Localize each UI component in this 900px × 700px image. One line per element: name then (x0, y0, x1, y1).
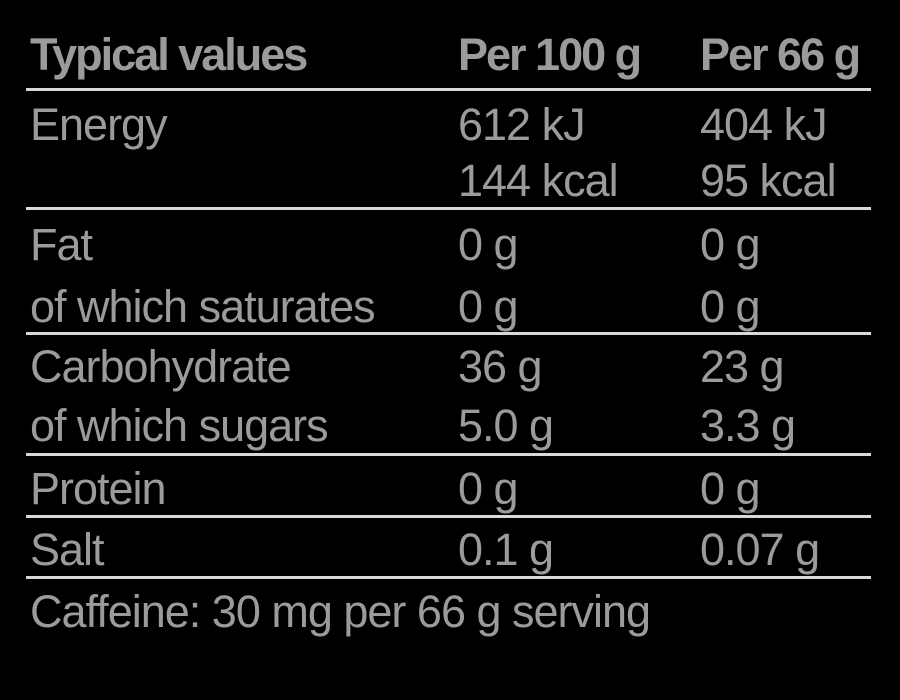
table-row-energy-kcal: 144 kcal 95 kcal (0, 158, 900, 204)
sugars-per100: 5.0 g (458, 400, 554, 451)
divider-line-fat (26, 332, 871, 335)
header-per-66g: Per 66 g (700, 29, 861, 80)
row-label-saturates: of which saturates (30, 281, 376, 332)
divider-line-protein (26, 515, 871, 518)
row-label-fat: Fat (30, 219, 93, 270)
table-row-saturates: of which saturates 0 g 0 g (0, 284, 900, 330)
fat-per66: 0 g (700, 219, 761, 270)
header-per-100g: Per 100 g (458, 29, 642, 80)
protein-per66: 0 g (700, 463, 761, 514)
table-header-row: Typical values Per 100 g Per 66 g (0, 32, 900, 78)
saturates-per100: 0 g (458, 281, 519, 332)
row-label-salt: Salt (30, 524, 105, 575)
salt-per100: 0.1 g (458, 524, 554, 575)
table-row-carbohydrate: Carbohydrate 36 g 23 g (0, 344, 900, 390)
table-row-sugars: of which sugars 5.0 g 3.3 g (0, 403, 900, 449)
energy-per100-kj: 612 kJ (458, 99, 586, 150)
caffeine-note: Caffeine: 30 mg per 66 g serving (30, 586, 651, 637)
energy-per100-kcal: 144 kcal (458, 155, 619, 206)
table-row-protein: Protein 0 g 0 g (0, 466, 900, 512)
divider-line-carbohydrate (26, 453, 871, 456)
row-label-carbohydrate: Carbohydrate (30, 341, 292, 392)
row-label-energy: Energy (30, 99, 168, 150)
carbohydrate-per100: 36 g (458, 341, 543, 392)
salt-per66: 0.07 g (700, 524, 820, 575)
table-row-fat: Fat 0 g 0 g (0, 222, 900, 268)
divider-line-header (26, 88, 871, 91)
saturates-per66: 0 g (700, 281, 761, 332)
energy-per66-kcal: 95 kcal (700, 155, 837, 206)
divider-line-energy (26, 207, 871, 210)
table-row-energy: Energy 612 kJ 404 kJ (0, 102, 900, 148)
divider-line-salt (26, 576, 871, 579)
sugars-per66: 3.3 g (700, 400, 796, 451)
energy-per66-kj: 404 kJ (700, 99, 828, 150)
row-label-protein: Protein (30, 463, 167, 514)
table-row-salt: Salt 0.1 g 0.07 g (0, 527, 900, 573)
row-label-sugars: of which sugars (30, 400, 329, 451)
carbohydrate-per66: 23 g (700, 341, 785, 392)
fat-per100: 0 g (458, 219, 519, 270)
table-row-caffeine: Caffeine: 30 mg per 66 g serving (0, 589, 900, 635)
header-typical-values: Typical values (30, 29, 308, 80)
protein-per100: 0 g (458, 463, 519, 514)
